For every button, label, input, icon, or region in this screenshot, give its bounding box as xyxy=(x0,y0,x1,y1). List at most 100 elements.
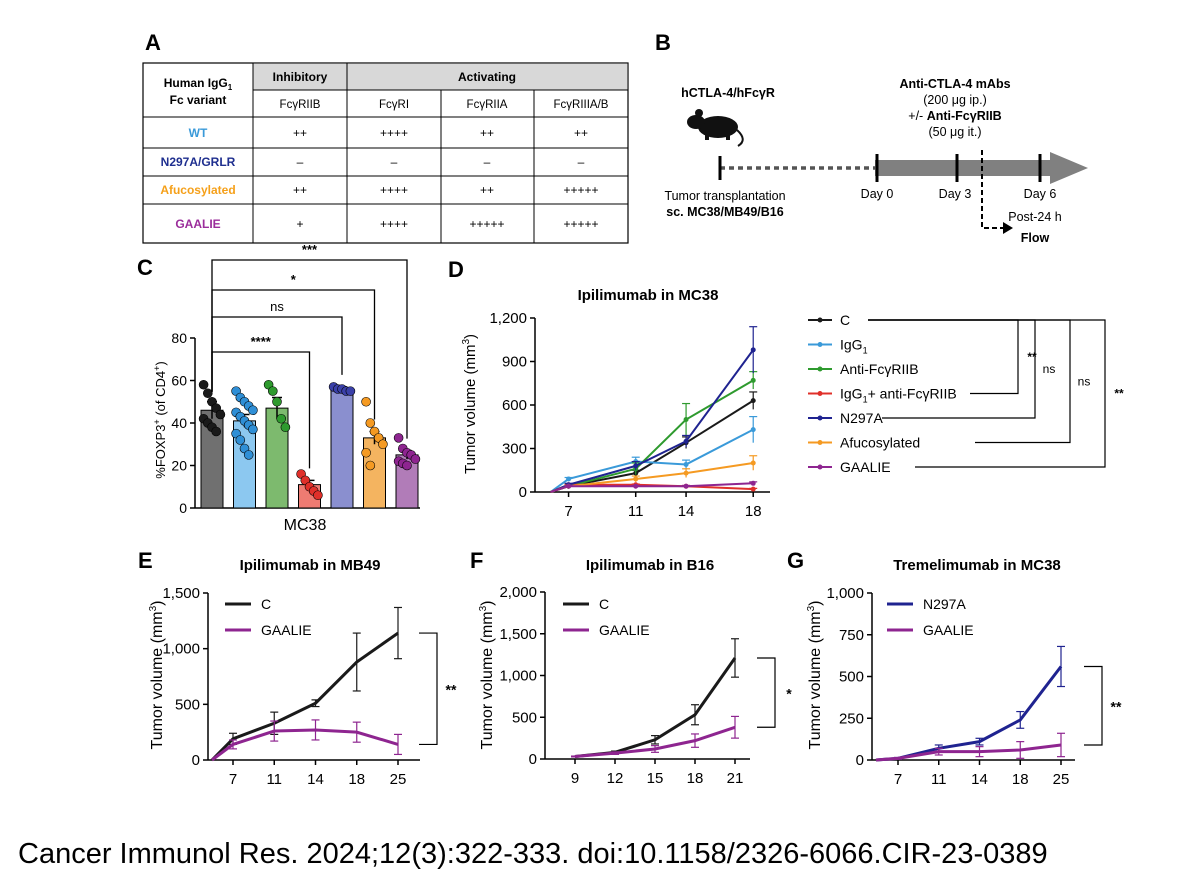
significance-bracket xyxy=(211,316,343,392)
significance-label: ** xyxy=(1111,699,1122,715)
legend-marker xyxy=(817,415,823,421)
y-tick-label: 20 xyxy=(171,458,187,474)
receptor-header: FcγRIIB xyxy=(280,99,321,111)
significance-bracket xyxy=(1084,665,1103,746)
data-point xyxy=(566,476,572,482)
x-tick-label: 12 xyxy=(607,770,624,787)
y-tick-label: 0 xyxy=(856,752,864,769)
x-tick-label: 11 xyxy=(628,503,644,520)
receptor-header: FcγRI xyxy=(379,99,409,111)
significance-label: ** xyxy=(446,682,457,698)
panel-c-letter: C xyxy=(137,255,153,280)
y-tick-label: 1,000 xyxy=(162,641,200,658)
y-tick-label: 600 xyxy=(502,397,527,414)
y-tick-label: 1,000 xyxy=(499,668,537,685)
y-tick-label: 500 xyxy=(512,709,537,726)
data-point xyxy=(566,483,572,489)
panel-g-ylabel: Tumor volume (mm3) xyxy=(806,601,824,750)
significance-bracket xyxy=(211,351,311,469)
panel-a: A Human IgG1 Fc variant Inhibitory Activ… xyxy=(142,30,629,244)
table-cell: +++++ xyxy=(469,217,504,231)
legend-marker xyxy=(817,440,823,445)
y-tick-label: 40 xyxy=(171,415,187,431)
data-point xyxy=(345,386,356,396)
x-tick-label: 11 xyxy=(931,771,947,788)
day0-label: Day 0 xyxy=(861,187,894,201)
panel-b: B hCTLA-4/hFcγR Anti-CTLA-4 mAbs (200 μg… xyxy=(655,30,1088,245)
panel-b-letter: B xyxy=(655,30,671,55)
y-tick-label: 500 xyxy=(175,696,200,713)
y-tick-label: 1,500 xyxy=(499,626,537,643)
series-line xyxy=(211,728,399,762)
x-tick-label: 14 xyxy=(971,771,988,788)
x-tick-label: 9 xyxy=(571,770,579,787)
x-tick-label: 18 xyxy=(348,771,365,788)
significance-bracket xyxy=(868,319,1106,468)
legend-label: C xyxy=(261,596,271,612)
panel-d-letter: D xyxy=(448,257,464,282)
data-point xyxy=(280,422,291,433)
transplant-models: sc. MC38/MB49/B16 xyxy=(666,205,783,219)
data-point xyxy=(272,396,282,407)
panel-g-line-chart: G Tremelimumab in MC38 Tumor volume (mm3… xyxy=(787,548,1122,788)
panel-g-letter: G xyxy=(787,548,804,573)
y-tick-label: 0 xyxy=(192,752,200,769)
legend-label: IgG1 xyxy=(840,337,868,356)
flow-arrow-path xyxy=(981,150,1004,229)
data-point xyxy=(750,377,756,383)
treatment-combo-dose: (50 μg it.) xyxy=(928,125,981,139)
series-line xyxy=(875,665,1063,762)
panel-f-title: Ipilimumab in B16 xyxy=(586,557,714,574)
data-point xyxy=(402,460,412,471)
data-point xyxy=(215,409,226,420)
y-tick-label: 300 xyxy=(502,441,527,458)
receptor-header: FcγRIIIA/B xyxy=(554,99,609,111)
data-point xyxy=(365,418,376,428)
panel-e-line-chart: E Ipilimumab in MB49 Tumor volume (mm3) … xyxy=(138,548,457,788)
treatment-combo: +/- Anti-FcγRIIB xyxy=(908,109,1001,123)
data-point xyxy=(750,460,756,466)
y-tick-label: 2,000 xyxy=(499,584,537,601)
significance-label: **** xyxy=(251,334,272,349)
legend-label: GAALIE xyxy=(599,622,650,638)
data-point xyxy=(750,427,756,433)
panel-f-ylabel: Tumor volume (mm3) xyxy=(478,601,496,750)
mouse-model-label: hCTLA-4/hFcγR xyxy=(681,86,775,100)
panel-e-title: Ipilimumab in MB49 xyxy=(240,557,381,574)
data-point xyxy=(683,470,689,476)
panel-c-xlabel: MC38 xyxy=(284,517,327,534)
legend-label: IgG1+ anti-FcγRIIB xyxy=(840,386,957,405)
receptor-header: FcγRIIA xyxy=(467,99,508,111)
significance-label: * xyxy=(786,686,792,702)
panel-e-ylabel: Tumor volume (mm3) xyxy=(148,601,166,750)
panel-g-title: Tremelimumab in MC38 xyxy=(893,557,1061,574)
significance-label: ns xyxy=(1078,374,1091,388)
data-point xyxy=(683,438,689,444)
data-point xyxy=(267,386,278,396)
legend-marker xyxy=(817,464,823,470)
significance-label: ns xyxy=(270,299,284,314)
legend-marker xyxy=(817,317,823,323)
panel-f-line-chart: F Ipilimumab in B16 Tumor volume (mm3) 0… xyxy=(470,548,792,787)
legend-label: C xyxy=(840,312,850,328)
data-point xyxy=(633,483,639,489)
data-point xyxy=(633,476,639,482)
table-cell: ++ xyxy=(293,183,307,197)
y-tick-label: 0 xyxy=(529,751,537,768)
significance-label: ns xyxy=(1043,362,1056,376)
table-cell: – xyxy=(391,155,398,169)
table-cell: – xyxy=(297,155,304,169)
post-24h-label: Post-24 h xyxy=(1008,210,1062,224)
legend-marker xyxy=(817,391,823,396)
citation: Cancer Immunol Res. 2024;12(3):322-333. … xyxy=(18,838,1048,870)
data-point xyxy=(248,424,258,435)
series-line xyxy=(875,743,1062,762)
y-tick-label: 1,500 xyxy=(162,585,200,602)
x-tick-label: 7 xyxy=(229,771,237,788)
data-point xyxy=(410,454,421,464)
table-cell: ++++ xyxy=(380,183,408,197)
table-cell: ++++ xyxy=(380,126,408,140)
data-point xyxy=(276,413,287,424)
x-tick-label: 25 xyxy=(390,771,407,788)
data-point xyxy=(750,347,756,353)
